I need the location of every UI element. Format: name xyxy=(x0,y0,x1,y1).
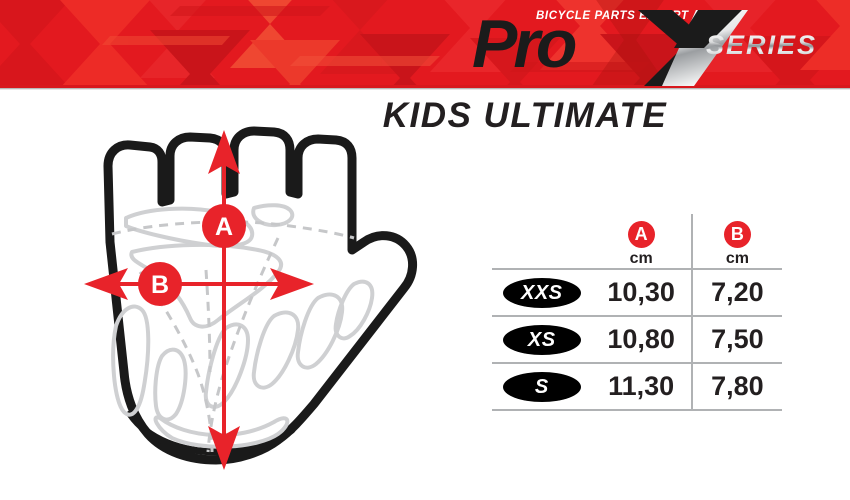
brand-series-wordmark: SERIES xyxy=(706,30,818,60)
table-row: S 11,30 7,80 xyxy=(492,362,782,410)
cell-b: 7,20 xyxy=(690,268,782,316)
cell-b: 7,80 xyxy=(690,362,782,410)
glove-seam-lines xyxy=(111,220,355,453)
size-badge: XXS xyxy=(502,277,581,308)
cell-size: XXS xyxy=(492,268,592,316)
prox-logo: BICYCLE PARTS EXPERT Pro SERIES xyxy=(472,4,818,86)
svg-text:A: A xyxy=(215,213,233,241)
table-header-row: A cm B cm xyxy=(492,214,782,269)
brand-x-mark xyxy=(638,10,748,86)
table-row: XS 10,80 7,50 xyxy=(492,315,782,363)
header-cell-size xyxy=(492,214,592,269)
cell-size: S xyxy=(492,362,592,410)
page-title-text: KIDS ULTIMATE xyxy=(382,96,668,135)
value-b: 7,50 xyxy=(711,324,764,354)
glove-size-diagram: A B xyxy=(84,126,417,470)
value-b: 7,80 xyxy=(711,371,764,401)
header-divider-soft xyxy=(0,89,850,90)
brand-wordmark-pro: Pro xyxy=(472,6,577,82)
unit-b: cm xyxy=(725,250,749,267)
cell-size: XS xyxy=(492,315,592,363)
table-footer-rule xyxy=(492,409,782,412)
brand-banner: BICYCLE PARTS EXPERT Pro SERIES xyxy=(0,0,850,88)
cell-a: 10,80 xyxy=(591,315,692,363)
size-chart: A cm B cm XXS 10,30 7,20 xyxy=(492,214,782,412)
value-a: 10,80 xyxy=(607,324,675,354)
size-badge: XS xyxy=(502,324,581,355)
header-cell-a: A cm xyxy=(592,214,692,269)
cell-a: 10,30 xyxy=(591,268,692,316)
unit-a: cm xyxy=(629,250,653,267)
cell-b: 7,50 xyxy=(690,315,782,363)
marker-b: B xyxy=(138,262,182,306)
cell-a: 11,30 xyxy=(591,362,692,410)
page-title: KIDS ULTIMATE xyxy=(0,96,850,136)
measurement-arrows: A B xyxy=(84,130,314,470)
value-a: 10,30 xyxy=(607,277,675,307)
value-a: 11,30 xyxy=(608,371,675,401)
marker-a-icon: A xyxy=(627,221,655,248)
marker-b-icon: B xyxy=(723,221,751,248)
value-b: 7,20 xyxy=(711,277,764,307)
table-row: XXS 10,30 7,20 xyxy=(492,268,782,316)
svg-text:B: B xyxy=(151,271,169,299)
marker-a: A xyxy=(202,204,246,248)
header-divider xyxy=(0,88,850,89)
size-badge: S xyxy=(502,371,581,402)
header-cell-b: B cm xyxy=(690,214,782,269)
